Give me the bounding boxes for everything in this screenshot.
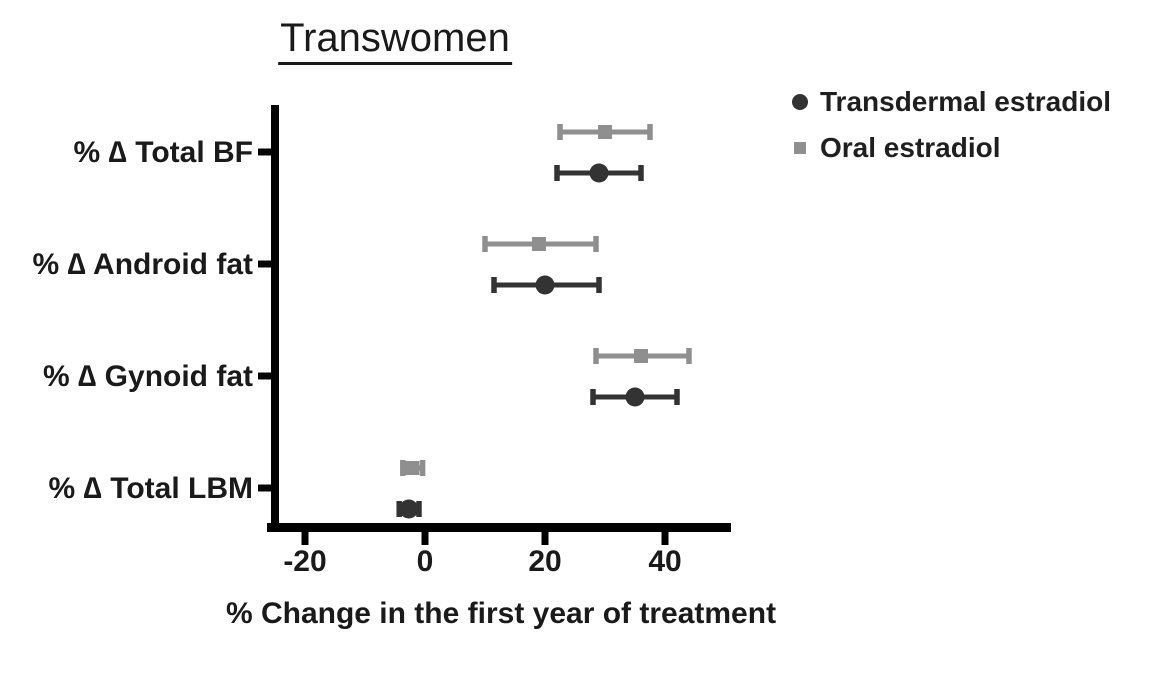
legend-marker-box — [786, 94, 814, 110]
category-label: % ∆ Total LBM — [49, 472, 253, 505]
x-tick — [661, 532, 669, 545]
legend-label-oral: Oral estradiol — [820, 132, 1001, 163]
legend-item-oral: Oral estradiol — [786, 130, 1111, 166]
data-point-square — [532, 237, 546, 251]
legend-item-transdermal: Transdermal estradiol — [786, 84, 1111, 120]
legend: Transdermal estradiol Oral estradiol — [786, 84, 1111, 166]
y-tick — [258, 148, 271, 156]
legend-marker-box — [786, 142, 814, 154]
x-tick — [421, 532, 429, 545]
y-tick — [258, 484, 271, 492]
square-marker-icon — [794, 142, 806, 154]
x-tick-label: 0 — [417, 545, 434, 578]
category-label: % ∆ Gynoid fat — [43, 360, 253, 393]
data-point-circle — [535, 275, 555, 295]
data-point-circle — [399, 499, 419, 519]
chart-title: Transwomen — [278, 16, 512, 65]
y-tick — [258, 372, 271, 380]
x-tick-label: -20 — [283, 545, 326, 578]
x-tick-label: 20 — [528, 545, 561, 578]
x-axis-label: % Change in the first year of treatment — [225, 597, 777, 630]
legend-label-transdermal: Transdermal estradiol — [820, 86, 1112, 117]
circle-marker-icon — [792, 94, 808, 110]
data-point-square — [405, 461, 420, 475]
y-axis-line — [271, 105, 279, 532]
x-tick — [301, 532, 309, 545]
category-label: % ∆ Total BF — [74, 136, 253, 169]
category-label: % ∆ Android fat — [32, 248, 253, 281]
y-tick — [258, 260, 271, 268]
data-point-circle — [589, 163, 609, 183]
data-point-circle — [625, 387, 645, 407]
x-tick-label: 40 — [648, 545, 681, 578]
data-point-square — [634, 349, 648, 363]
x-axis-line — [267, 523, 731, 532]
data-point-square — [598, 125, 612, 139]
x-tick — [541, 532, 549, 545]
